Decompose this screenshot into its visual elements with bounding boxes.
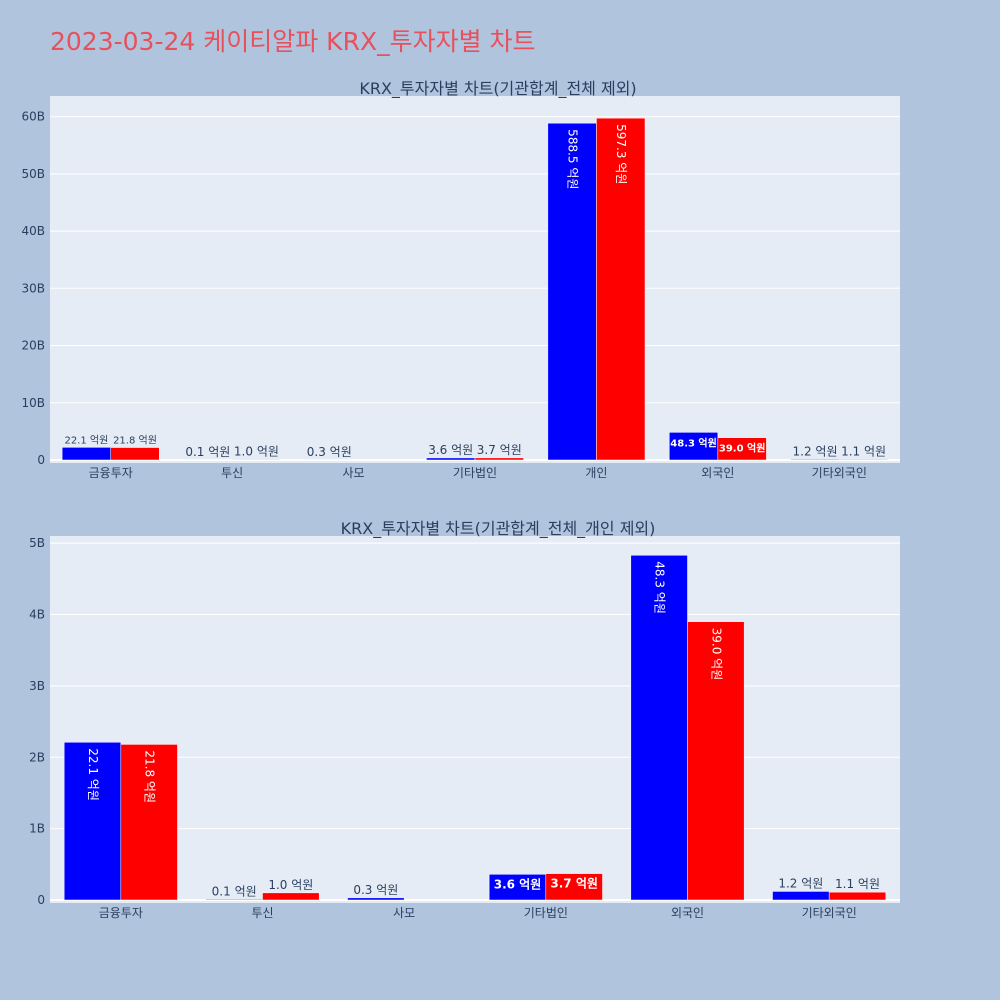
x-tick-label: 투신 (251, 906, 273, 920)
data-label: 39.0 억원 (709, 628, 723, 681)
data-label: 1.0 억원 (234, 444, 279, 458)
data-label: 21.8 억원 (143, 750, 157, 803)
data-label: 0.1 억원 (212, 884, 257, 898)
plot-area (50, 536, 900, 903)
x-tick-label: 기타법인 (453, 466, 497, 480)
y-tick-label: 20B (21, 339, 45, 353)
data-label: 1.2 억원 (793, 444, 838, 458)
data-label: 1.1 억원 (835, 877, 880, 891)
bar (790, 459, 840, 461)
bar (120, 744, 178, 901)
bar (630, 555, 688, 901)
bar (687, 621, 745, 901)
bar (772, 891, 830, 901)
data-label: 48.3 억원 (670, 436, 717, 449)
data-label: 588.5 억원 (566, 129, 580, 189)
bar (63, 742, 122, 901)
bar (547, 122, 597, 461)
bar (669, 432, 719, 461)
bar (205, 899, 263, 901)
data-label: 3.7 억원 (477, 443, 522, 457)
data-label: 0.3 억원 (353, 883, 398, 897)
chart-1: KRX_투자자별 차트(기관합계_전체 제외) 0 10B 20B 30B 40B 50B 6… (21, 79, 900, 480)
plot-area (50, 96, 900, 463)
bar (839, 459, 889, 461)
x-tick-label: 기타법인 (524, 906, 568, 920)
chart-title: KRX_투자자별 차트(기관합계_전체_개인 제외) (341, 519, 656, 539)
data-label: 1.2 억원 (778, 876, 823, 890)
data-label: 0.3 억원 (307, 445, 352, 459)
x-tick-label: 투신 (221, 466, 243, 480)
bar (426, 457, 476, 461)
y-tick-label: 40B (21, 224, 45, 238)
y-tick-label: 4B (29, 608, 45, 622)
data-label: 3.7 억원 (550, 877, 598, 891)
data-label: 597.3 억원 (614, 124, 628, 184)
bar (110, 447, 160, 461)
x-tick-label: 기타외국인 (812, 466, 867, 480)
bar (828, 891, 887, 901)
bar (61, 447, 111, 461)
y-tick-label: 1B (29, 822, 45, 836)
x-tick-label: 기타외국인 (802, 906, 857, 920)
data-label: 3.6 억원 (428, 443, 473, 457)
x-tick-label: 외국인 (701, 466, 734, 480)
y-tick-label: 5B (29, 536, 45, 550)
bar (596, 117, 646, 461)
chart-2: KRX_투자자별 차트(기관합계_전체_개인 제외) 0 1B 2B 3B 4B 5B 금융투… (29, 519, 900, 920)
bar (474, 457, 524, 461)
y-tick-label: 50B (21, 167, 45, 181)
x-tick-label: 금융투자 (89, 466, 133, 480)
data-label: 3.6 억원 (494, 877, 542, 891)
y-tick-label: 10B (21, 396, 45, 410)
data-label: 1.0 억원 (268, 878, 313, 892)
bar (545, 873, 603, 901)
data-label: 22.1 억원 (86, 748, 100, 801)
bar (231, 459, 281, 461)
y-tick-label: 0 (37, 893, 45, 907)
data-label: 22.1 억원 (64, 434, 108, 446)
bar (262, 892, 320, 901)
bar (347, 897, 405, 901)
bar (717, 437, 767, 461)
x-tick-label: 개인 (585, 466, 607, 480)
data-label: 0.1 억원 (185, 445, 230, 459)
y-tick-label: 30B (21, 281, 45, 295)
chart-title: KRX_투자자별 차트(기관합계_전체 제외) (359, 79, 636, 99)
y-tick-label: 2B (29, 750, 45, 764)
page-title: 2023-03-24 케이티알파 KRX_투자자별 차트 (50, 27, 536, 56)
data-label: 48.3 억원 (653, 561, 667, 614)
x-tick-label: 외국인 (671, 906, 704, 920)
x-tick-label: 사모 (393, 906, 415, 920)
data-label: 39.0 억원 (719, 442, 766, 455)
data-label: 1.1 억원 (841, 444, 886, 458)
x-tick-label: 금융투자 (99, 906, 143, 920)
data-label: 21.8 억원 (113, 435, 157, 447)
y-tick-label: 0 (37, 453, 45, 467)
x-tick-label: 사모 (343, 466, 365, 480)
y-tick-label: 3B (29, 679, 45, 693)
bar (488, 874, 547, 901)
y-tick-label: 60B (21, 110, 45, 124)
